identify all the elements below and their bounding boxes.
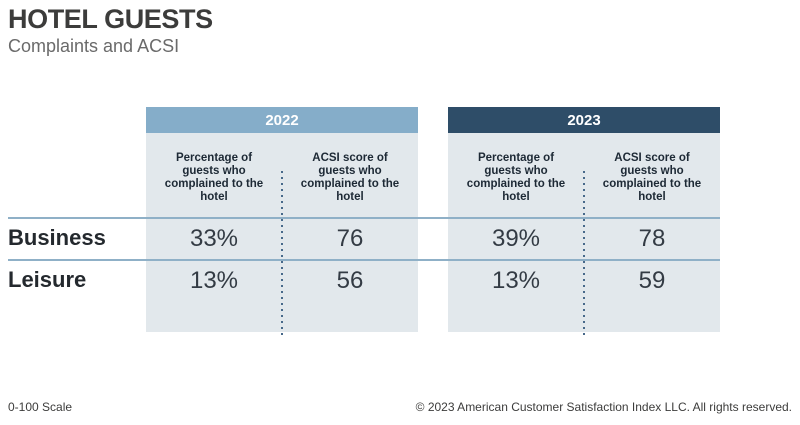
- scale-note: 0-100 Scale: [8, 400, 73, 414]
- page-subtitle: Complaints and ACSI: [8, 36, 180, 56]
- dotted-column-divider-2023: [583, 171, 585, 338]
- column-complaints-2023: Percentage of guests who complained to t…: [448, 133, 584, 332]
- year-label-2023: 2023: [567, 111, 601, 129]
- row-label-leisure: Leisure: [8, 267, 87, 292]
- year-panel-2023: 2023 Percentage of guests who complained…: [448, 107, 720, 338]
- column-header-acsi-2023: ACSI score of guests who complained to t…: [602, 151, 702, 203]
- cell-business-2022-acsi: 76: [336, 225, 364, 252]
- cell-business-2022-complaints: 33%: [189, 225, 239, 252]
- year-label-2022: 2022: [265, 111, 299, 129]
- column-header-complaints-2023: Percentage of guests who complained to t…: [466, 151, 566, 203]
- column-header-acsi-2022: ACSI score of guests who complained to t…: [300, 151, 400, 203]
- cell-leisure-2023-complaints: 13%: [491, 267, 541, 294]
- column-header-complaints-2022: Percentage of guests who complained to t…: [164, 151, 264, 203]
- year-panel-body-2022: Percentage of guests who complained to t…: [146, 133, 418, 338]
- page-title: HOTEL GUESTS: [8, 4, 213, 34]
- cell-leisure-2022-acsi: 56: [336, 267, 364, 294]
- column-complaints-2022: Percentage of guests who complained to t…: [146, 133, 282, 332]
- cell-business-2023-complaints: 39%: [491, 225, 541, 252]
- column-acsi-2023: ACSI score of guests who complained to t…: [584, 133, 720, 332]
- copyright-notice: © 2023 American Customer Satisfaction In…: [415, 400, 792, 414]
- column-acsi-2022: ACSI score of guests who complained to t…: [282, 133, 418, 332]
- year-panel-body-2023: Percentage of guests who complained to t…: [448, 133, 720, 338]
- row-label-business: Business: [8, 225, 106, 250]
- year-panel-2022: 2022 Percentage of guests who complained…: [146, 107, 418, 338]
- row-divider-top: [8, 217, 720, 219]
- year-band-2023: 2023: [448, 107, 720, 133]
- cell-business-2023-acsi: 78: [638, 225, 666, 252]
- row-divider-middle: [8, 259, 720, 261]
- year-band-2022: 2022: [146, 107, 418, 133]
- cell-leisure-2022-complaints: 13%: [189, 267, 239, 294]
- dotted-column-divider-2022: [281, 171, 283, 338]
- cell-leisure-2023-acsi: 59: [638, 267, 666, 294]
